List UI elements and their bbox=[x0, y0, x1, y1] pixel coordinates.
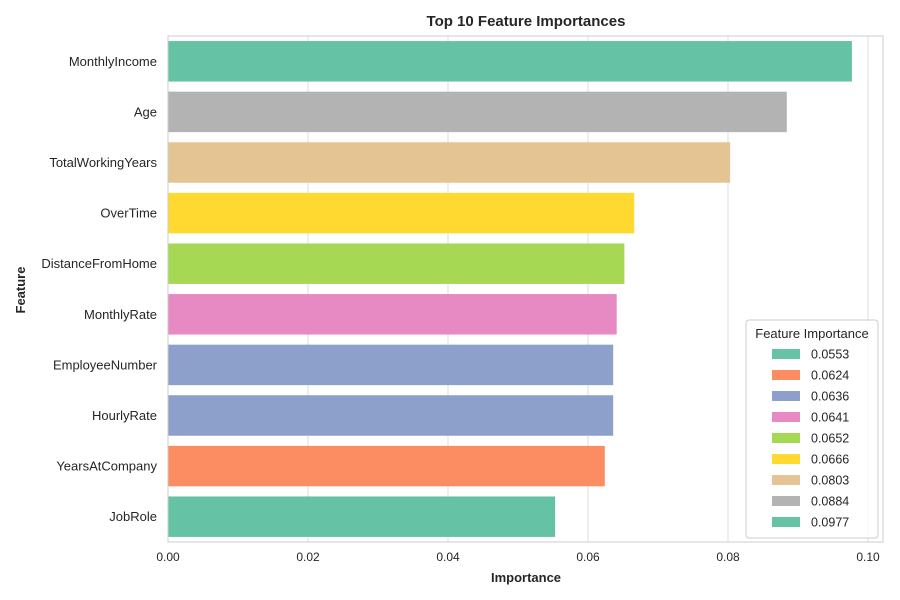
legend-swatch bbox=[772, 349, 800, 359]
y-tick-label: JobRole bbox=[109, 509, 157, 524]
legend-label: 0.0977 bbox=[811, 516, 849, 530]
x-tick-label: 0.02 bbox=[296, 550, 320, 564]
y-tick-labels: MonthlyIncome Age TotalWorkingYears OverTim… bbox=[41, 54, 157, 524]
bar-yearsatcompany bbox=[168, 445, 605, 487]
legend-swatch bbox=[772, 391, 800, 401]
plot-frame bbox=[167, 35, 884, 543]
legend: Feature Importance 0.0553 0.0624 0.0636 0.06… bbox=[745, 319, 879, 539]
legend-swatch bbox=[772, 370, 800, 380]
y-tick-label: HourlyRate bbox=[92, 408, 157, 423]
x-tick-label: 0.04 bbox=[436, 550, 460, 564]
bar-overtime bbox=[168, 192, 635, 234]
y-tick-label: MonthlyRate bbox=[84, 307, 157, 322]
y-tick-label: EmployeeNumber bbox=[53, 357, 158, 372]
bar-jobrole bbox=[168, 496, 556, 537]
legend-swatch bbox=[772, 496, 800, 506]
bar-distancefromhome bbox=[168, 243, 625, 284]
y-tick-label: OverTime bbox=[100, 206, 157, 221]
bar-hourlyrate bbox=[168, 395, 614, 436]
y-tick-label: MonthlyIncome bbox=[69, 54, 157, 69]
bar-monthlyincome bbox=[168, 41, 852, 82]
y-tick-label: Age bbox=[134, 104, 157, 119]
bar-employeenumber bbox=[168, 344, 614, 386]
y-tick-label: TotalWorkingYears bbox=[49, 155, 157, 170]
bars bbox=[168, 41, 852, 537]
legend-label: 0.0553 bbox=[811, 348, 849, 362]
bar-totalworkingyears bbox=[168, 142, 731, 183]
x-tick-labels: 0.00 0.02 0.04 0.06 0.08 0.10 bbox=[156, 550, 880, 564]
x-axis-label: Importance bbox=[491, 570, 561, 585]
legend-swatch bbox=[772, 475, 800, 485]
legend-label: 0.0624 bbox=[811, 369, 849, 383]
legend-label: 0.0636 bbox=[811, 390, 849, 404]
legend-label: 0.0652 bbox=[811, 432, 849, 446]
legend-title: Feature Importance bbox=[755, 326, 868, 341]
x-tick-label: 0.08 bbox=[716, 550, 740, 564]
plot-border bbox=[167, 35, 884, 543]
chart-title: Top 10 Feature Importances bbox=[427, 13, 626, 30]
y-tick-label: YearsAtCompany bbox=[56, 459, 157, 474]
x-tick-label: 0.06 bbox=[576, 550, 600, 564]
y-axis-label: Feature bbox=[13, 267, 28, 314]
legend-swatch bbox=[772, 517, 800, 527]
y-tick-label: DistanceFromHome bbox=[41, 256, 157, 271]
legend-label: 0.0641 bbox=[811, 411, 849, 425]
legend-label: 0.0884 bbox=[811, 495, 849, 509]
x-tick-label: 0.00 bbox=[156, 550, 180, 564]
legend-label: 0.0803 bbox=[811, 474, 849, 488]
x-tick-label: 0.10 bbox=[856, 550, 880, 564]
legend-swatch bbox=[772, 433, 800, 443]
bar-age bbox=[168, 91, 787, 133]
legend-label: 0.0666 bbox=[811, 453, 849, 467]
legend-swatch bbox=[772, 412, 800, 422]
legend-swatch bbox=[772, 454, 800, 464]
bar-monthlyrate bbox=[168, 294, 617, 335]
